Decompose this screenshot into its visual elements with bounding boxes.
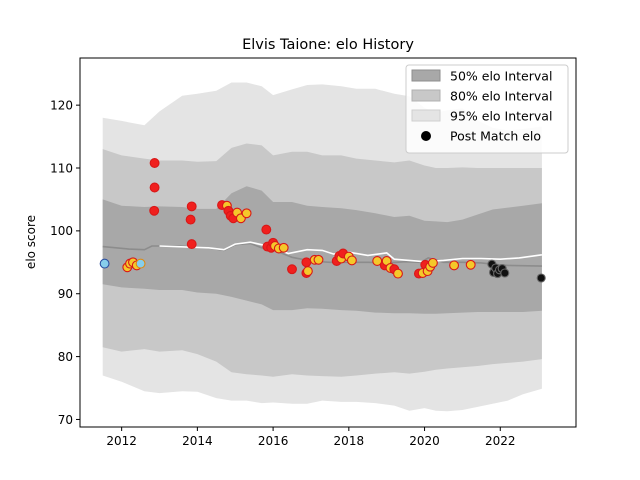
legend-label: 50% elo Interval [450, 69, 552, 84]
data-point [427, 257, 438, 268]
data-point [313, 254, 324, 265]
data-point [261, 224, 272, 235]
data-point [241, 208, 252, 219]
axes: 2012 2014 2016 2018 2020 2022 70 80 90 100 110 120 [50, 98, 515, 448]
data-point [301, 257, 312, 268]
data-point [372, 256, 383, 266]
y-tick-label: 70 [58, 413, 73, 427]
y-tick-label: 120 [50, 98, 73, 112]
y-tick-label: 110 [50, 161, 73, 175]
chart-title: Elvis Taione: elo History [242, 37, 414, 53]
data-point [465, 259, 476, 270]
y-tick-label: 80 [58, 350, 73, 364]
data-point [449, 260, 460, 271]
legend-box [405, 64, 569, 154]
y-axis-label: elo score [24, 215, 38, 269]
legend: 50% elo Interval 80% elo Interval 95% elo … [405, 64, 569, 154]
legend-swatch [411, 89, 441, 102]
data-point [278, 242, 289, 253]
y-tick-label: 90 [58, 287, 73, 301]
data-point [536, 273, 546, 283]
data-point [393, 268, 403, 279]
legend-label: 95% elo Interval [450, 109, 552, 124]
x-tick-label: 2016 [258, 434, 289, 448]
data-point [346, 255, 357, 266]
data-point [99, 258, 110, 269]
y-tick-label: 100 [50, 224, 73, 238]
x-tick-label: 2022 [485, 434, 516, 448]
plot-area [99, 82, 546, 412]
plot-frame [79, 57, 577, 428]
data-point [287, 264, 297, 275]
x-tick-label: 2020 [409, 434, 440, 448]
x-tick-label: 2018 [334, 434, 365, 448]
data-point [186, 201, 197, 212]
x-tick-label: 2014 [182, 434, 213, 448]
data-point [186, 239, 197, 250]
data-point [149, 158, 160, 168]
data-point [135, 258, 146, 269]
legend-label: 80% elo Interval [450, 89, 552, 104]
data-point [149, 182, 160, 193]
legend-marker [421, 131, 431, 141]
data-point [302, 266, 313, 277]
x-tick-label: 2012 [106, 434, 137, 448]
legend-label: Post Match elo [450, 129, 541, 144]
data-point [149, 205, 160, 216]
data-point [500, 268, 510, 278]
legend-swatch [411, 109, 441, 122]
data-point [185, 214, 196, 225]
legend-swatch [411, 69, 441, 82]
